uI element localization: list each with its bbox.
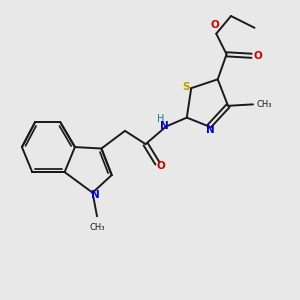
Text: O: O [253,51,262,61]
Text: H: H [157,114,164,124]
Text: N: N [160,121,169,131]
Text: O: O [157,160,165,171]
Text: CH₃: CH₃ [256,100,272,109]
Text: S: S [182,82,190,92]
Text: N: N [91,190,100,200]
Text: N: N [206,125,215,135]
Text: CH₃: CH₃ [90,223,105,232]
Text: O: O [210,20,219,30]
